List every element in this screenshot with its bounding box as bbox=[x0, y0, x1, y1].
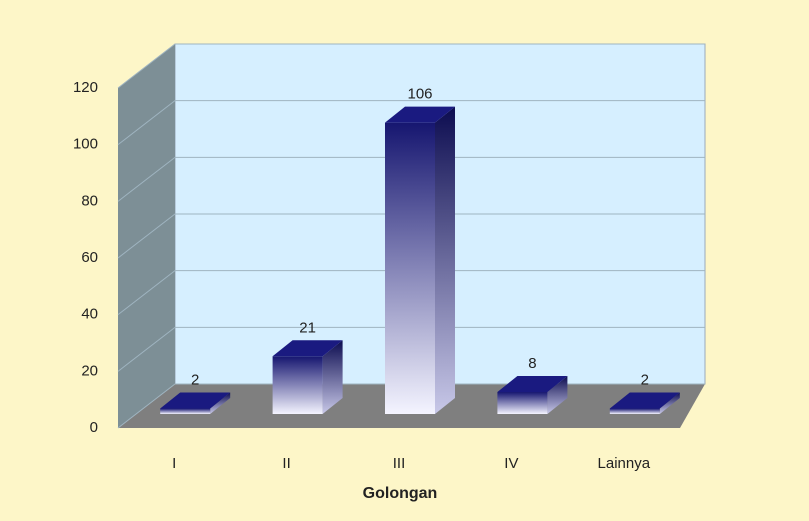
y-tick-label: 100 bbox=[73, 136, 98, 153]
y-tick-label: 60 bbox=[81, 249, 98, 266]
bar-front bbox=[272, 356, 323, 414]
x-tick-label: II bbox=[282, 455, 290, 472]
x-axis-label: Golongan bbox=[363, 485, 438, 502]
bar-front bbox=[497, 392, 548, 414]
y-tick-label: 40 bbox=[81, 306, 98, 323]
x-tick-label: I bbox=[172, 455, 176, 472]
x-tick-label: Lainnya bbox=[598, 455, 651, 472]
bar-side bbox=[322, 340, 343, 414]
bar-side bbox=[659, 392, 680, 414]
data-label: 8 bbox=[528, 355, 536, 372]
bar-top bbox=[160, 392, 231, 409]
bar-front bbox=[160, 408, 211, 414]
bar-top bbox=[272, 340, 343, 357]
grid-line bbox=[117, 213, 705, 259]
y-tick-label: 20 bbox=[81, 362, 98, 379]
bar bbox=[609, 392, 680, 414]
data-label: 21 bbox=[299, 319, 316, 336]
x-tick-label: IV bbox=[504, 455, 518, 472]
bar-top bbox=[497, 376, 568, 393]
bar-front bbox=[609, 408, 660, 414]
bar bbox=[385, 106, 455, 414]
y-tick-label: 0 bbox=[90, 419, 98, 436]
data-label: 106 bbox=[407, 86, 432, 103]
y-tick-label: 120 bbox=[73, 79, 98, 96]
grid-line bbox=[117, 270, 705, 316]
data-label: 2 bbox=[641, 371, 649, 388]
grid-line bbox=[117, 156, 705, 202]
grid-line bbox=[117, 326, 705, 372]
bar bbox=[497, 376, 568, 414]
grid-line bbox=[117, 43, 705, 89]
data-label: 2 bbox=[191, 371, 199, 388]
y-tick-label: 80 bbox=[81, 192, 98, 209]
bar-side bbox=[547, 376, 568, 414]
bar-front bbox=[385, 122, 435, 414]
bar-top bbox=[385, 106, 455, 123]
bar-side bbox=[210, 392, 231, 414]
bar-top bbox=[609, 392, 680, 409]
bar bbox=[272, 340, 343, 414]
bar bbox=[160, 392, 231, 414]
x-tick-label: III bbox=[393, 455, 406, 472]
bar-side bbox=[435, 106, 455, 414]
grid-line bbox=[117, 100, 705, 146]
